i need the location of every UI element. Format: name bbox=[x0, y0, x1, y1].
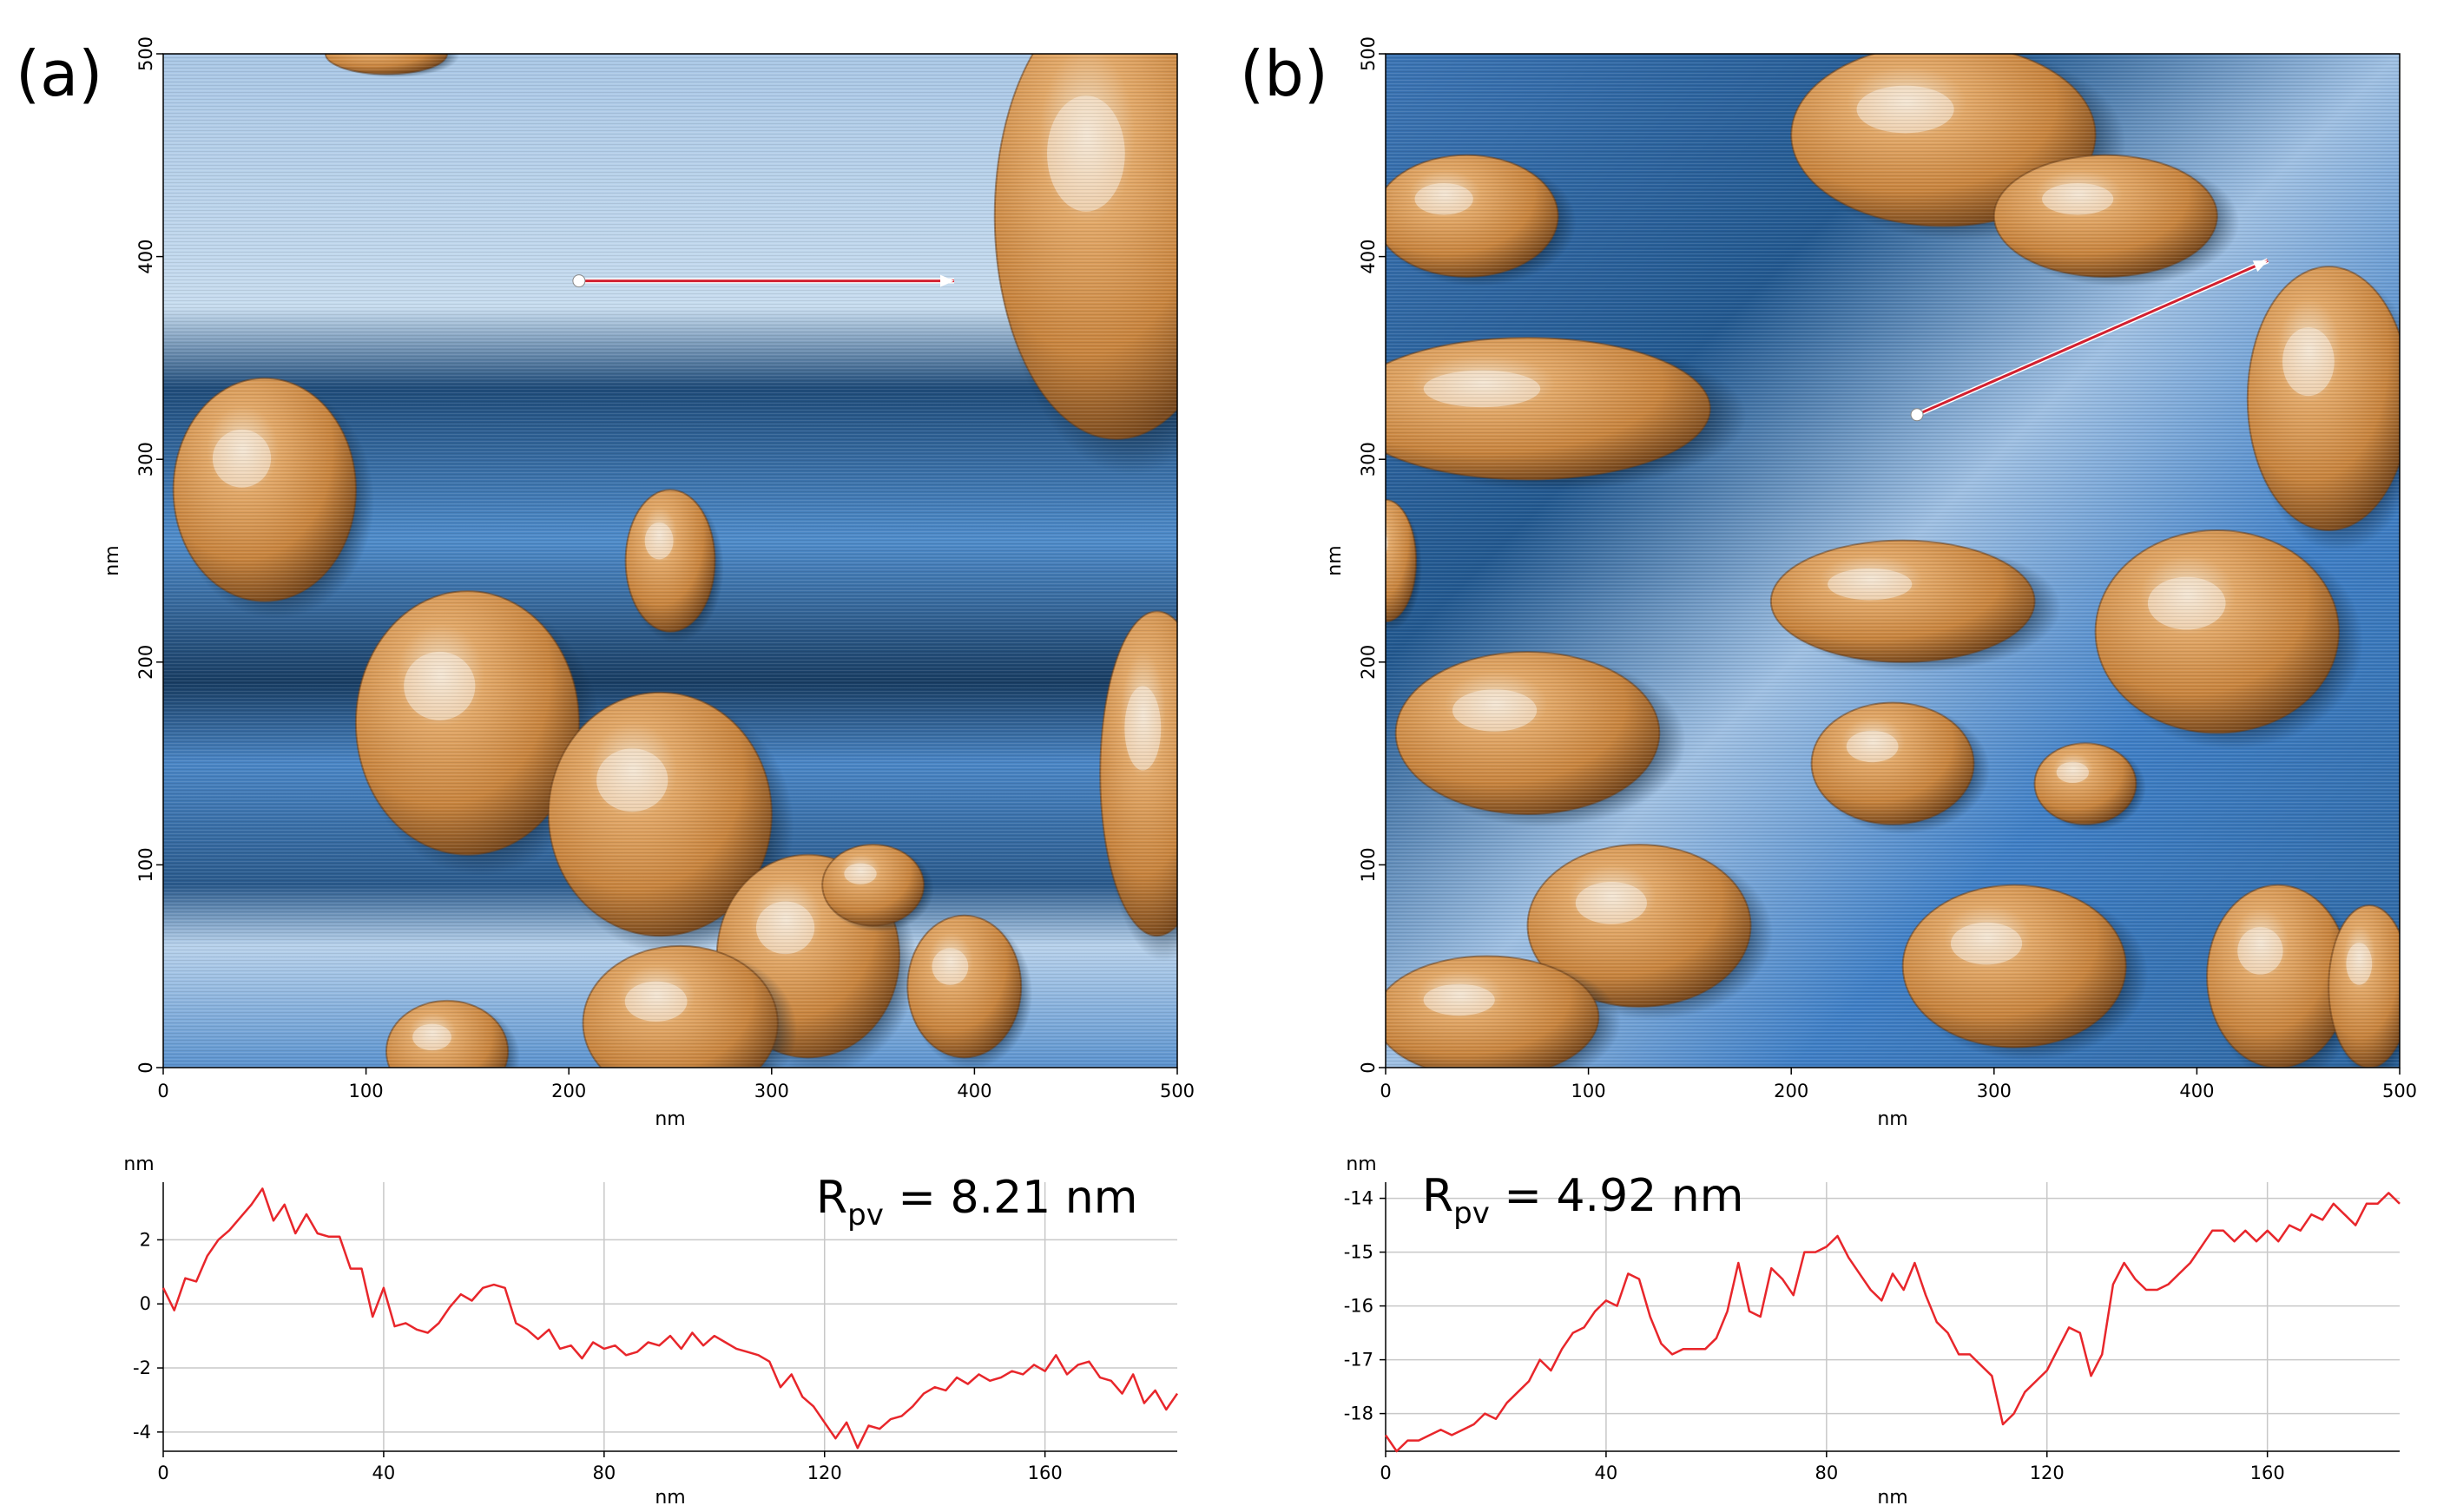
x-tick-label: 300 bbox=[1977, 1081, 2012, 1101]
x-tick-label: 0 bbox=[157, 1463, 168, 1483]
x-tick-label: 200 bbox=[551, 1081, 586, 1101]
grain-highlight bbox=[352, 43, 391, 53]
profile-line bbox=[1916, 259, 2269, 417]
y-axis-label: nm bbox=[123, 1154, 154, 1175]
x-tick-label: 0 bbox=[157, 1081, 168, 1101]
grain-highlight bbox=[1386, 534, 1388, 554]
profile-start-marker bbox=[572, 274, 586, 288]
x-tick-label: 100 bbox=[349, 1081, 384, 1101]
y-tick-label: 0 bbox=[140, 1293, 151, 1314]
image-frame bbox=[162, 53, 1178, 1068]
image-frame bbox=[1385, 53, 2401, 1068]
y-tick-label: 2 bbox=[140, 1229, 151, 1250]
y-tick-label: 100 bbox=[135, 847, 156, 882]
panel-label-a: (a) bbox=[16, 37, 102, 110]
height-profile-plot-a: 0 40 80 120 160 2 0 -2 -4 nm nm Rpv = 8.21 nm bbox=[123, 1154, 1179, 1509]
profile-series-line bbox=[161, 1187, 1179, 1450]
line-profile-b bbox=[1910, 258, 2269, 422]
y-tick-label: 300 bbox=[1358, 442, 1379, 477]
y-tick-label: -15 bbox=[1344, 1242, 1373, 1263]
y-tick-label: 500 bbox=[135, 36, 156, 71]
x-tick-label: 500 bbox=[2382, 1081, 2417, 1101]
y-tick-label: 0 bbox=[135, 1062, 156, 1073]
y-tick-label: 500 bbox=[1358, 36, 1379, 71]
y-tick-label: -17 bbox=[1344, 1350, 1373, 1371]
x-tick-label: 100 bbox=[1571, 1081, 1606, 1101]
x-tick-label: 160 bbox=[1028, 1463, 1063, 1483]
profile-start-marker bbox=[1910, 408, 1924, 422]
x-tick-label: 160 bbox=[2250, 1463, 2285, 1483]
profile-arrowhead bbox=[940, 274, 955, 287]
y-tick-label: -16 bbox=[1344, 1296, 1373, 1317]
x-tick-label: 400 bbox=[2179, 1081, 2214, 1101]
profile-series-line bbox=[1384, 1192, 2401, 1453]
scan-texture-b bbox=[1386, 54, 2400, 1068]
x-axis-label: nm bbox=[1877, 1108, 1907, 1130]
x-tick-label: 40 bbox=[372, 1463, 396, 1483]
image-axes-a: 0 100 200 300 400 500 0 100 200 300 400 500 nm nm bbox=[102, 36, 1195, 1130]
x-axis-label: nm bbox=[1877, 1487, 1907, 1509]
panel-label-b: (b) bbox=[1240, 37, 1328, 110]
x-axis-label: nm bbox=[655, 1108, 685, 1130]
x-axis-label: nm bbox=[655, 1487, 685, 1509]
x-tick-label: 40 bbox=[1595, 1463, 1618, 1483]
y-tick-label: 400 bbox=[135, 240, 156, 274]
y-tick-label: -18 bbox=[1344, 1404, 1373, 1424]
profile-arrowhead bbox=[2252, 260, 2269, 273]
y-tick-label: -4 bbox=[133, 1422, 151, 1443]
x-tick-label: 120 bbox=[2030, 1463, 2065, 1483]
x-tick-label: 0 bbox=[1380, 1463, 1391, 1483]
x-tick-label: 0 bbox=[1380, 1081, 1391, 1101]
image-axes-b: 0 100 200 300 400 500 0 100 200 300 400 500 nm nm bbox=[1324, 36, 2417, 1130]
y-tick-label: 200 bbox=[1358, 645, 1379, 680]
y-axis-label: nm bbox=[1346, 1154, 1376, 1175]
y-tick-label: 100 bbox=[1358, 847, 1379, 882]
scan-texture-a bbox=[163, 54, 1177, 1068]
y-tick-label: 400 bbox=[1358, 240, 1379, 274]
rpv-annotation: Rpv = 4.92 nm bbox=[1422, 1170, 1743, 1231]
afm-image-b: (b) 0 100 200 300 400 500 0 100 200 300 400 500 nm nm bbox=[1240, 36, 2417, 1130]
afm-image-a: (a) 0 100 200 300 400 500 0 100 200 300 400 500 nm nm bbox=[16, 36, 1195, 1130]
height-profile-plot-b: 0 40 80 120 160 -14 -15 -16 -17 -18 nm nm Rpv = 4.92… bbox=[1344, 1154, 2401, 1509]
y-axis-label: nm bbox=[102, 545, 123, 575]
x-tick-label: 300 bbox=[754, 1081, 789, 1101]
x-tick-label: 120 bbox=[807, 1463, 842, 1483]
y-tick-label: 200 bbox=[135, 645, 156, 680]
x-tick-label: 400 bbox=[957, 1081, 991, 1101]
rpv-annotation: Rpv = 8.21 nm bbox=[816, 1172, 1137, 1233]
y-tick-label: 0 bbox=[1358, 1062, 1379, 1073]
y-tick-label: 300 bbox=[135, 442, 156, 477]
y-tick-label: -2 bbox=[133, 1358, 151, 1378]
x-tick-label: 80 bbox=[592, 1463, 616, 1483]
line-profile-a bbox=[572, 274, 955, 288]
x-tick-label: 500 bbox=[1160, 1081, 1195, 1101]
x-tick-label: 200 bbox=[1774, 1081, 1808, 1101]
y-tick-label: -14 bbox=[1344, 1188, 1373, 1209]
y-axis-label: nm bbox=[1324, 545, 1346, 575]
x-tick-label: 80 bbox=[1815, 1463, 1838, 1483]
